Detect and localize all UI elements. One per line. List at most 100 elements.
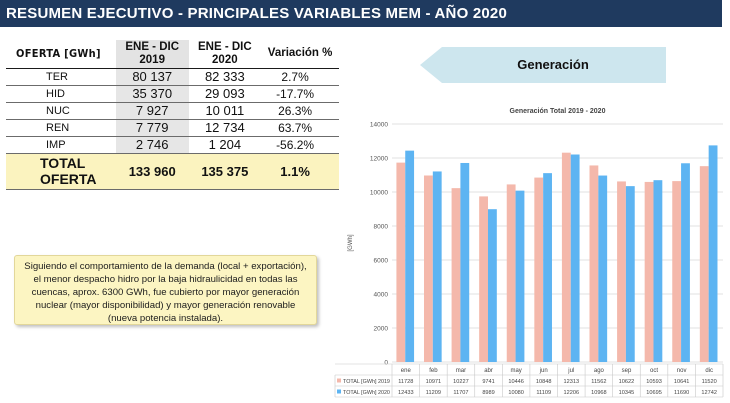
variation: -17.7% [261, 85, 339, 103]
row-label: NUC [6, 102, 116, 120]
bar-2020 [515, 190, 525, 362]
data-label: 10968 [591, 390, 607, 396]
value-2020: 1 204 [188, 136, 262, 154]
variation: 26.3% [261, 102, 339, 120]
bar-2020 [625, 186, 635, 362]
col-header-2020-text: ENE - DIC 2020 [197, 40, 252, 66]
bar-2020 [681, 163, 690, 362]
value-2020: 12 734 [188, 119, 262, 137]
variation: -56.2% [261, 136, 339, 154]
y-tick-label: 4000 [374, 292, 389, 299]
x-tick-label: abr [484, 368, 493, 374]
row-label: TER [6, 68, 116, 86]
x-tick-label: jun [539, 368, 548, 374]
row-label: IMP [6, 136, 116, 154]
data-label: 10345 [619, 390, 635, 396]
data-label: 11209 [426, 390, 441, 396]
data-label: 10848 [536, 379, 552, 385]
total-label: TOTAL OFERTA [6, 153, 116, 190]
summary-note-text: Siguiendo el comportamiento de la demand… [24, 261, 307, 324]
data-label: 12433 [398, 390, 414, 396]
data-label: 10593 [646, 379, 662, 385]
bar-2020 [543, 173, 552, 362]
x-tick-label: mar [456, 368, 466, 374]
bar-2019 [506, 184, 516, 362]
data-label: 12742 [701, 390, 717, 396]
left-arrow-shape [420, 47, 666, 83]
y-tick-label: 0 [384, 360, 388, 367]
total-2019: 133 960 [115, 153, 189, 190]
bar-2020 [570, 154, 580, 362]
x-tick-label: oct [650, 368, 658, 374]
value-2019: 35 370 [115, 85, 189, 103]
x-tick-label: ago [594, 368, 605, 374]
bar-2019 [699, 166, 709, 362]
bar-2019 [534, 177, 544, 362]
data-label: 10227 [453, 379, 469, 385]
data-label: 10695 [646, 390, 662, 396]
x-tick-label: sep [622, 368, 632, 374]
value-2019: 7 779 [115, 119, 189, 137]
bar-2020 [405, 150, 415, 362]
col-header-2020: ENE - DIC 2020 [188, 40, 262, 69]
value-2020: 82 333 [188, 68, 262, 86]
data-label: 10446 [508, 379, 524, 385]
page-title-bar: RESUMEN EJECUTIVO - PRINCIPALES VARIABLE… [0, 0, 722, 27]
page-title: RESUMEN EJECUTIVO - PRINCIPALES VARIABLE… [6, 5, 507, 22]
total-variation: 1.1% [261, 153, 339, 190]
data-label: 12206 [564, 390, 580, 396]
x-tick-label: ene [401, 368, 412, 374]
data-label: 10641 [674, 379, 690, 385]
bar-2020 [598, 175, 608, 362]
bar-2019 [644, 181, 654, 362]
bar-2020 [487, 209, 497, 362]
bar-2019 [423, 175, 433, 362]
table-row: REN 7 779 12 734 63.7% [6, 119, 339, 137]
legend-label: TOTAL [GWh] 2019 [343, 379, 390, 385]
x-tick-label: feb [429, 368, 438, 374]
y-tick-label: 10000 [370, 190, 388, 197]
value-2020: 29 093 [188, 85, 262, 103]
x-tick-label: may [510, 368, 521, 374]
data-label: 11109 [536, 390, 551, 396]
y-tick-label: 2000 [374, 326, 389, 333]
legend-key-2020 [337, 389, 341, 394]
table-row: IMP 2 746 1 204 -56.2% [6, 136, 339, 154]
data-label: 11707 [453, 390, 468, 396]
table-row: HID 35 370 29 093 -17.7% [6, 85, 339, 103]
table-row: TER 80 137 82 333 2.7% [6, 68, 339, 86]
value-2019: 7 927 [115, 102, 189, 120]
bar-2020 [708, 145, 718, 362]
chart-title: Generación Total 2019 - 2020 [510, 108, 606, 115]
y-tick-label: 6000 [374, 258, 389, 265]
total-row: TOTAL OFERTA 133 960 135 375 1.1% [6, 153, 339, 190]
data-label: 8989 [482, 390, 494, 396]
y-tick-label: 14000 [370, 122, 388, 129]
value-2020: 10 011 [188, 102, 262, 120]
data-label: 9741 [482, 379, 494, 385]
data-label: 11520 [702, 379, 717, 385]
row-label: REN [6, 119, 116, 137]
summary-note: Siguiendo el comportamiento de la demand… [14, 255, 317, 325]
y-tick-label: 12000 [370, 156, 388, 163]
table-row: NUC 7 927 10 011 26.3% [6, 102, 339, 120]
y-axis-label: [GWh] [348, 234, 354, 251]
supply-table: OFERTA [GWh] ENE - DIC 2019 ENE - DIC 20… [6, 40, 339, 190]
bar-2019 [672, 181, 682, 362]
total-2020: 135 375 [188, 153, 262, 190]
legend-label: TOTAL [GWh] 2020 [343, 390, 390, 396]
total-label-text: TOTAL OFERTA [40, 155, 97, 187]
bar-2020 [432, 171, 442, 362]
y-tick-label: 8000 [374, 224, 389, 231]
data-label: 11728 [398, 379, 413, 385]
x-tick-label: nov [677, 368, 687, 374]
section-label: Generación [517, 57, 589, 72]
section-arrow-banner: Generación [420, 47, 666, 83]
x-tick-label: dic [705, 368, 713, 374]
bar-2020 [460, 162, 470, 362]
x-tick-label: jul [567, 368, 574, 374]
table-header-row: OFERTA [GWh] ENE - DIC 2019 ENE - DIC 20… [6, 40, 339, 69]
row-label: HID [6, 85, 116, 103]
data-label: 10080 [508, 390, 524, 396]
value-2019: 80 137 [115, 68, 189, 86]
